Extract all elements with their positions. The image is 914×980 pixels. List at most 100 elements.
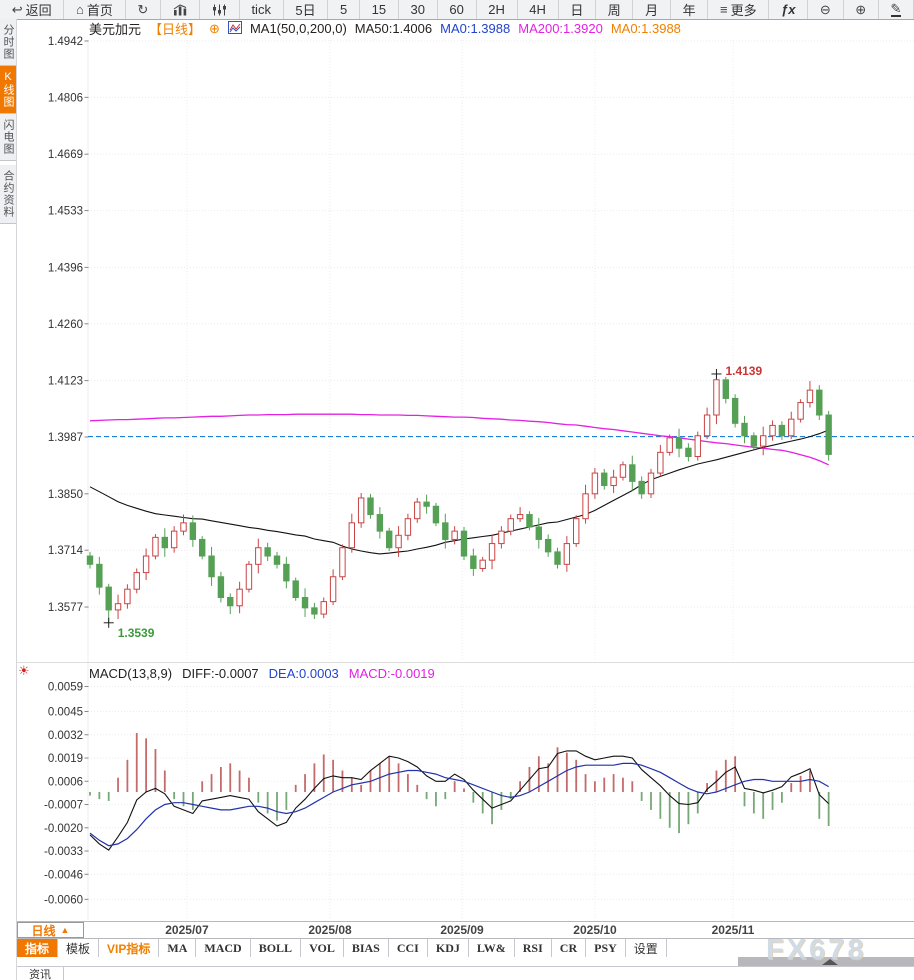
svg-text:1.4533: 1.4533 <box>48 206 83 218</box>
symbol-name: 美元加元 <box>89 22 142 37</box>
toolbar-label: 60 <box>449 2 464 17</box>
toolbar-period-month[interactable]: 月 <box>633 0 671 19</box>
toolbar-label: 4H <box>529 2 546 17</box>
toolbar-period-5d[interactable]: 5日 <box>284 0 329 19</box>
toolbar-label: tick <box>251 2 271 17</box>
svg-text:1.3850: 1.3850 <box>48 489 83 501</box>
ma0-blue-value: MA0:1.3988 <box>440 21 511 36</box>
indicator-tab-BOLL[interactable]: BOLL <box>251 939 302 957</box>
indicator-tab-PSY[interactable]: PSY <box>586 939 626 957</box>
svg-text:1.4123: 1.4123 <box>48 376 83 388</box>
toolbar-label: 周 <box>607 3 621 18</box>
svg-text:2025/07: 2025/07 <box>165 923 209 937</box>
toolbar-label: 2H <box>488 2 505 17</box>
svg-text:2025/08: 2025/08 <box>308 923 352 937</box>
toolbar-period-year[interactable]: 年 <box>671 0 709 19</box>
toolbar-zoom-out[interactable]: ⊖ <box>808 0 844 19</box>
macd-title: MACD(13,8,9) <box>89 665 173 681</box>
period-selector[interactable]: 日线 ▲ <box>17 922 84 938</box>
indicator-tab-VOL[interactable]: VOL <box>301 939 344 957</box>
ma0-orange-value: MA0:1.3988 <box>610 21 681 36</box>
toolbar-period-15m[interactable]: 15 <box>360 0 399 19</box>
macd-diff-value: DIFF:-0.0007 <box>182 665 259 681</box>
chart-type-sidebar: 分时图 K线图 闪电图合约资料 <box>0 19 17 980</box>
add-indicator-button[interactable]: ⊕ <box>209 20 220 36</box>
indicator-tab-MACD[interactable]: MACD <box>196 939 251 957</box>
svg-text:0.0059: 0.0059 <box>48 681 83 693</box>
menu-icon: ≡ <box>720 2 728 17</box>
indicator-tab-模板[interactable]: 模板 <box>58 939 100 957</box>
top-toolbar: ↩ 返回 ⌂ 首页 ↻ tick 5日 5 15 30 60 2H 4H 日周月年 ≡ 更多 ƒx ⊖ ⊕ ✎ <box>0 0 914 20</box>
sidebar-gap <box>0 161 16 165</box>
macd-dea-value: DEA:0.0003 <box>268 665 339 681</box>
toolbar-period-60m[interactable]: 60 <box>438 0 477 19</box>
svg-text:1.3577: 1.3577 <box>48 602 83 614</box>
indicator-tab-设置[interactable]: 设置 <box>626 939 667 957</box>
macd-value: MACD:-0.0019 <box>348 665 435 681</box>
sidebar-item-lightning-chart[interactable]: 闪电图 <box>0 114 16 161</box>
sidebar-item-time-chart[interactable]: 分时图 <box>0 19 16 66</box>
sidebar-item-contract-info[interactable]: 合约资料 <box>0 165 16 224</box>
indicator-tab-指标[interactable]: 指标 <box>17 939 59 957</box>
news-tab-label: 资讯 <box>29 969 51 980</box>
chart-header: 美元加元 【日线】 ⊕ MA1(50,0,200,0) MA50:1.4006 … <box>89 20 681 37</box>
toolbar-period-4h[interactable]: 4H <box>518 0 559 19</box>
indicator-tab-BIAS[interactable]: BIAS <box>344 939 389 957</box>
toolbar-period-5m[interactable]: 5 <box>328 0 360 19</box>
toolbar-label: 5 <box>339 2 348 17</box>
toolbar-draw[interactable]: ✎ <box>879 0 914 19</box>
svg-text:0.0019: 0.0019 <box>48 753 83 765</box>
indicator-tab-LW&[interactable]: LW& <box>469 939 515 957</box>
toolbar-label: ƒx <box>781 2 796 17</box>
macd-header: MACD(13,8,9) DIFF:-0.0007 DEA:0.0003 MAC… <box>89 665 435 681</box>
toolbar-more[interactable]: ≡ 更多 <box>708 0 770 19</box>
indicator-tab-KDJ[interactable]: KDJ <box>428 939 469 957</box>
fx678-watermark: FX678 <box>766 934 867 966</box>
toolbar-chart-type-candle[interactable] <box>200 0 240 19</box>
indicator-tab-RSI[interactable]: RSI <box>515 939 552 957</box>
home-icon: ⌂ <box>76 2 84 17</box>
toolbar-period-tick[interactable]: tick <box>240 0 284 19</box>
svg-text:1.4260: 1.4260 <box>48 319 83 331</box>
sidebar-item-kline-chart[interactable]: K线图 <box>0 66 16 114</box>
svg-text:0.0045: 0.0045 <box>48 707 83 719</box>
indicator-tab-bar: 指标 模板 VIP指标 MA MACD BOLL VOL BIAS CCI KDJ LW& RSI CR… <box>17 939 914 958</box>
toolbar-refresh[interactable]: ↻ <box>126 0 161 19</box>
toolbar-zoom-in[interactable]: ⊕ <box>844 0 879 19</box>
toolbar-label: 更多 <box>730 3 757 18</box>
toolbar-label: 5日 <box>295 3 316 18</box>
back-arrow-icon: ↩ <box>11 2 23 17</box>
indicator-tab-CR[interactable]: CR <box>552 939 587 957</box>
indicator-tab-VIP指标[interactable]: VIP指标 <box>99 939 160 957</box>
chevron-up-icon: ▲ <box>60 925 70 935</box>
indicator-tab-CCI[interactable]: CCI <box>389 939 428 957</box>
macd-settings-icon[interactable]: ☀ <box>18 663 30 678</box>
indicator-tab-MA[interactable]: MA <box>159 939 197 957</box>
toolbar-home[interactable]: ⌂ 首页 <box>64 0 126 19</box>
news-tab[interactable]: 资讯 <box>17 967 64 980</box>
svg-text:1.4806: 1.4806 <box>48 92 83 104</box>
bottom-bar: 资讯 <box>0 966 914 980</box>
svg-text:0.0032: 0.0032 <box>48 730 83 742</box>
svg-text:2025/10: 2025/10 <box>573 923 617 937</box>
candlestick-icon <box>212 4 227 16</box>
svg-text:0.0006: 0.0006 <box>48 776 83 788</box>
toolbar-period-2h[interactable]: 2H <box>477 0 518 19</box>
period-selector-label: 日线 <box>31 923 56 938</box>
toolbar-indicator-fx[interactable]: ƒx <box>769 0 809 19</box>
svg-text:1.4942: 1.4942 <box>48 36 83 48</box>
ma-settings-label: MA1(50,0,200,0) <box>249 21 347 36</box>
toolbar-label: 30 <box>410 2 425 17</box>
svg-text:2025/09: 2025/09 <box>440 923 484 937</box>
toolbar-period-30m[interactable]: 30 <box>399 0 438 19</box>
bar-chart-icon <box>173 3 188 16</box>
line-chart-icon <box>227 20 242 37</box>
toolbar-label: 年 <box>682 3 696 18</box>
toolbar-back[interactable]: ↩ 返回 <box>0 0 65 19</box>
toolbar-period-day[interactable]: 日 <box>559 0 597 19</box>
svg-text:-0.0020: -0.0020 <box>44 823 83 835</box>
toolbar-chart-type-bar[interactable] <box>161 0 201 19</box>
toolbar-period-week[interactable]: 周 <box>596 0 634 19</box>
